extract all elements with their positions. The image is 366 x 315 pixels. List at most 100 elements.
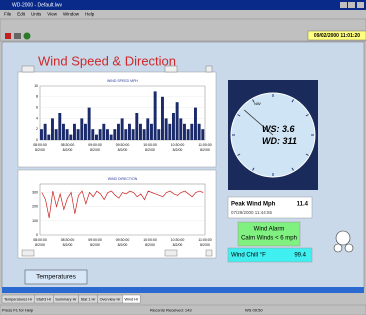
speed-bar — [102, 124, 105, 140]
tab-label: Stat 1 Hr — [81, 298, 97, 302]
x-tick-label: 09:30:00 — [116, 143, 130, 147]
speed-bar — [106, 129, 109, 140]
speed-bar — [146, 118, 149, 140]
blue-band — [2, 287, 364, 293]
chart-button[interactable] — [206, 250, 212, 256]
speed-bar — [124, 129, 127, 140]
chart-button[interactable] — [22, 66, 34, 72]
plot-area — [40, 184, 205, 235]
y-tick-label: 4 — [36, 116, 38, 120]
x-tick-label: 8/2/00 — [63, 148, 73, 152]
chart-button[interactable] — [165, 250, 177, 256]
tool-icon[interactable] — [24, 33, 31, 40]
speed-bar — [47, 135, 50, 140]
speed-bar — [198, 124, 201, 140]
chill-value: 99.4 — [294, 253, 306, 259]
wd-label: WD: — [262, 136, 280, 146]
speed-bar — [190, 124, 193, 140]
x-tick-label: 8/2/00 — [118, 148, 128, 152]
speed-bar — [143, 129, 146, 140]
y-tick-label: 8 — [36, 95, 38, 99]
tab-label: Overview Hr — [100, 298, 122, 302]
date-text: 09/02/2000 11:01:20 — [314, 33, 360, 39]
status-text: WS 09:50 — [245, 308, 263, 313]
speed-bar — [99, 129, 102, 140]
chill-label: Wind Chill °F — [231, 253, 266, 259]
close-button[interactable] — [357, 2, 364, 8]
tab-label: Wind Hr — [124, 298, 138, 302]
speed-bar — [113, 129, 116, 140]
menu-item[interactable]: Help — [85, 12, 95, 17]
y-tick-label: 10 — [34, 84, 38, 88]
tool-icon[interactable] — [14, 33, 21, 39]
speed-bar — [66, 129, 69, 140]
tab-label: Temperatures Hr — [4, 298, 33, 302]
tool-icon[interactable] — [5, 33, 11, 39]
peak-datetime: 07/29/2000 11:44:55 — [231, 210, 272, 215]
screen: WD-2000 - Default.lwv File Edit Units View W… — [0, 0, 366, 315]
status-text: Records Received: 143 — [150, 308, 192, 313]
x-tick-label: 09:30:00 — [116, 238, 130, 242]
window-title: WD-2000 - Default.lwv — [12, 2, 63, 8]
y-tick-label: 100 — [32, 219, 38, 223]
speed-bar — [44, 124, 47, 140]
wind-direction-readout: WD: 311 — [262, 136, 297, 146]
speed-bar — [154, 91, 157, 140]
chart-button[interactable] — [165, 66, 177, 72]
menu-item[interactable]: View — [47, 12, 57, 17]
x-tick-label: 08:00:00 — [33, 238, 47, 242]
alarm-text: Calm Winds < 6 mph — [241, 236, 297, 242]
x-tick-label: 10:30:00 — [171, 143, 185, 147]
speed-bar — [132, 129, 135, 140]
speed-bar — [88, 108, 91, 140]
y-tick-label: 300 — [32, 190, 38, 194]
status-text: Press F1 for Help — [2, 308, 34, 313]
speed-bar — [77, 129, 80, 140]
tab-label: Stat/3 Hr — [36, 298, 52, 302]
speed-bar — [128, 124, 131, 140]
page: WD-2000 - Default.lwv File Edit Units View W… — [0, 0, 366, 315]
x-tick-label: 8/2/00 — [145, 148, 155, 152]
chart-button[interactable] — [206, 66, 212, 72]
x-tick-label: 10:30:00 — [171, 238, 185, 242]
x-tick-label: 08:30:00 — [61, 238, 75, 242]
wd-value: 311 — [283, 136, 297, 146]
speed-bar — [168, 124, 171, 140]
speed-bar — [117, 124, 120, 140]
speed-bar — [187, 129, 190, 140]
x-tick-label: 09:00:00 — [88, 238, 102, 242]
chart-button[interactable] — [22, 250, 34, 256]
speed-bar — [40, 129, 43, 140]
tab-label: Summary Hr — [55, 298, 77, 302]
chart-title: WIND SPEED MPH — [107, 79, 138, 83]
speed-bar — [150, 124, 153, 140]
peak-value: 11.4 — [297, 202, 309, 208]
speed-bar — [121, 118, 124, 140]
x-tick-label: 08:00:00 — [33, 143, 47, 147]
menu-item[interactable]: Units — [31, 12, 42, 17]
menu-item[interactable]: File — [4, 12, 12, 17]
speed-bar — [165, 118, 168, 140]
x-tick-label: 8/2/00 — [173, 148, 183, 152]
speed-bar — [62, 124, 65, 140]
x-tick-label: 8/2/00 — [35, 243, 45, 247]
speed-bar — [110, 135, 113, 140]
x-tick-label: 09:00:00 — [88, 143, 102, 147]
speed-bar — [179, 118, 182, 140]
menu-item[interactable]: Window — [63, 12, 80, 17]
y-tick-label: 0 — [36, 233, 38, 237]
x-tick-label: 10:00:00 — [143, 143, 157, 147]
menu-item[interactable]: Edit — [17, 12, 26, 17]
ws-value: 3.6 — [282, 124, 296, 134]
speed-bar — [139, 124, 142, 140]
x-tick-label: 8/2/00 — [35, 148, 45, 152]
speed-bar — [95, 135, 98, 140]
y-tick-label: 0 — [36, 138, 38, 142]
x-tick-label: 11:00:00 — [198, 238, 211, 242]
speed-bar — [73, 124, 76, 140]
minimize-button[interactable] — [340, 2, 347, 8]
x-tick-label: 08:30:00 — [61, 143, 75, 147]
y-tick-label: 2 — [36, 127, 38, 131]
wind-speed-readout: WS: 3.6 — [262, 124, 296, 134]
maximize-button[interactable] — [348, 2, 355, 8]
